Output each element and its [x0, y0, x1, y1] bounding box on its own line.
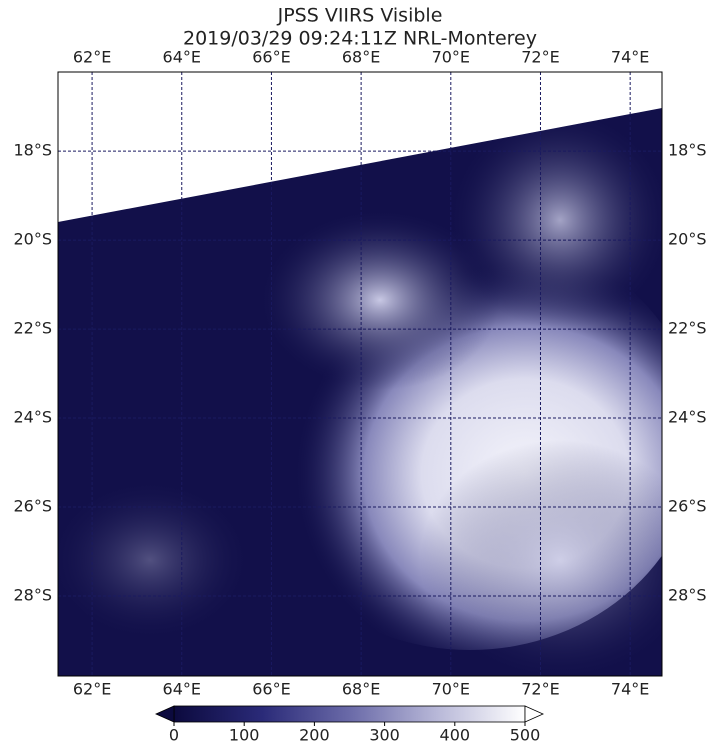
lat-label-right: 24°S: [668, 408, 707, 427]
colorbar-extend-high: [524, 705, 544, 723]
title: JPSS VIIRS Visible: [277, 5, 443, 27]
lat-label-right: 22°S: [668, 319, 707, 338]
lon-label-top: 66°E: [252, 48, 290, 67]
colorbar-tick-label: 300: [369, 726, 400, 745]
lat-label-right: 28°S: [668, 585, 707, 604]
lat-label-left: 26°S: [13, 496, 52, 515]
lon-label-bottom: 72°E: [521, 680, 559, 699]
subtitle: 2019/03/29 09:24:11Z NRL-Monterey: [183, 28, 537, 50]
lat-label-right: 18°S: [668, 141, 707, 160]
lat-label-left: 22°S: [13, 319, 52, 338]
lon-label-bottom: 70°E: [432, 680, 470, 699]
lon-label-top: 74°E: [611, 48, 649, 67]
lon-label-top: 62°E: [73, 48, 111, 67]
lon-label-top: 72°E: [521, 48, 559, 67]
lon-label-bottom: 68°E: [342, 680, 380, 699]
map-border: [57, 71, 663, 677]
lon-label-bottom: 64°E: [163, 680, 201, 699]
lon-label-top: 64°E: [163, 48, 201, 67]
lat-label-left: 28°S: [13, 585, 52, 604]
lat-label-left: 20°S: [13, 230, 52, 249]
lon-label-bottom: 62°E: [73, 680, 111, 699]
colorbar-tick-label: 100: [229, 726, 260, 745]
lat-label-right: 26°S: [668, 496, 707, 515]
lon-label-top: 70°E: [432, 48, 470, 67]
lat-label-left: 18°S: [13, 141, 52, 160]
colorbar-tick-label: 0: [169, 726, 179, 745]
colorbar-tick-label: 200: [299, 726, 330, 745]
lat-label-right: 20°S: [668, 230, 707, 249]
colorbar-tick-label: 500: [510, 726, 541, 745]
lon-label-top: 68°E: [342, 48, 380, 67]
lat-label-left: 24°S: [13, 408, 52, 427]
colorbar: [173, 705, 526, 723]
lon-label-bottom: 74°E: [611, 680, 649, 699]
colorbar-extend-low: [155, 705, 175, 723]
colorbar-tick-label: 400: [440, 726, 471, 745]
lon-label-bottom: 66°E: [252, 680, 290, 699]
